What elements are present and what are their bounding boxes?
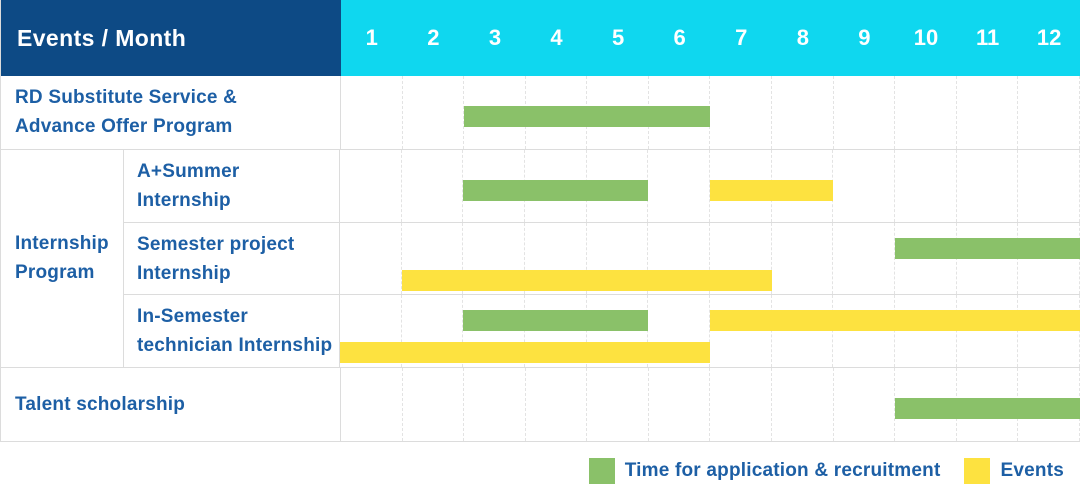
month-grid-column	[402, 222, 464, 295]
month-header-cell: 11	[975, 25, 1000, 50]
month-grid-column	[340, 222, 402, 295]
gantt-bar-event	[340, 342, 710, 364]
month-header-cell: 2	[427, 25, 440, 50]
schedule-table: Events / Month 1 2 3 4 5 6 7 8 9 10 11 12 RD Substi…	[0, 0, 1080, 442]
legend-swatch-application-icon	[588, 458, 615, 484]
month-header-cell: 8	[796, 25, 809, 50]
gantt-bar-application	[463, 179, 649, 201]
header-title-cell: Events / Month	[1, 0, 341, 76]
month-grid-column	[772, 222, 834, 295]
month-grid-column	[463, 222, 526, 295]
month-header-cell: 5	[611, 25, 625, 50]
month-header-cell: 9	[858, 25, 871, 50]
gantt-bar-event	[710, 310, 1080, 332]
month-header-cell: 1	[365, 25, 378, 50]
row-label-in-semester: In-Semester technician Internship	[124, 295, 340, 368]
month-grid-column	[341, 76, 403, 149]
table-row-semester-project: Semester project Internship	[124, 222, 1080, 296]
month-grid-column	[1018, 149, 1080, 222]
chart-cell-semester-project	[340, 222, 1080, 295]
month-grid-column	[402, 295, 464, 368]
month-grid-column	[464, 368, 526, 441]
month-grid-column	[833, 149, 896, 222]
month-grid-column	[710, 368, 773, 441]
table-body: RD Substitute Service & Advance Offer Pr…	[1, 76, 1080, 442]
month-header-cell: 10	[913, 25, 939, 50]
month-grid-column	[957, 149, 1019, 222]
table-row-talent-scholarship: Talent scholarship	[1, 368, 1080, 442]
group-sub-rows: A+Summer Internship Semester project Int…	[124, 149, 1080, 368]
chart-cell-in-semester	[340, 295, 1080, 368]
month-header-cell: 6	[673, 25, 686, 50]
month-grid-column	[957, 76, 1019, 149]
month-grid-column	[834, 76, 896, 149]
table-header-row: Events / Month 1 2 3 4 5 6 7 8 9 10 11 12	[1, 0, 1080, 76]
table-row-in-semester: In-Semester technician Internship	[124, 295, 1080, 368]
month-grid-column	[833, 222, 896, 295]
month-grid-column	[772, 368, 834, 441]
row-label-semester-project: Semester project Internship	[124, 222, 340, 295]
gantt-bar-event	[710, 179, 834, 201]
gantt-bar-application	[464, 106, 711, 127]
month-grid-column	[710, 76, 773, 149]
month-grid-column	[772, 76, 834, 149]
month-grid-column	[895, 149, 957, 222]
chart-cell-talent-scholarship	[341, 368, 1080, 441]
gantt-bar-application	[463, 310, 649, 332]
table-row-a-summer: A+Summer Internship	[124, 149, 1080, 223]
month-grid-column	[341, 368, 403, 441]
group-internship-program: Internship Program A+Summer Internship S…	[1, 149, 1080, 369]
table-row-rd-substitute: RD Substitute Service & Advance Offer Pr…	[1, 76, 1080, 150]
month-grid-column	[403, 76, 465, 149]
month-grid-column	[648, 295, 711, 368]
month-grid-column	[649, 368, 711, 441]
group-label-internship-program: Internship Program	[1, 149, 124, 368]
gantt-bar-application	[895, 398, 1080, 420]
month-grid-column	[402, 149, 464, 222]
month-header-cell: 3	[488, 25, 502, 50]
row-label-a-summer: A+Summer Internship	[124, 149, 340, 222]
legend-label-application: Time for application & recruitment	[624, 460, 941, 481]
gantt-bar-event	[401, 269, 772, 291]
month-header-cell: 12	[1036, 25, 1062, 50]
month-grid-column	[526, 368, 588, 441]
month-grid-column	[587, 368, 649, 441]
month-header-cell: 4	[550, 25, 563, 50]
month-grid-column	[587, 222, 649, 295]
legend-label-events: Events	[1000, 460, 1064, 481]
gantt-bar-application	[895, 237, 1080, 259]
row-label-talent-scholarship: Talent scholarship	[1, 368, 341, 441]
month-grid-column	[403, 368, 465, 441]
month-grid-column	[525, 222, 587, 295]
month-grid-column	[834, 368, 896, 441]
month-grid-column	[340, 149, 402, 222]
month-header-row: 1 2 3 4 5 6 7 8 9 10 11 12	[341, 0, 1080, 76]
month-grid-column	[340, 295, 402, 368]
month-grid-column	[1018, 76, 1080, 149]
month-grid-column	[648, 149, 711, 222]
month-grid-column	[895, 76, 957, 149]
row-label-rd-substitute: RD Substitute Service & Advance Offer Pr…	[1, 76, 341, 149]
chart-cell-a-summer	[340, 149, 1080, 222]
month-grid-column	[648, 222, 711, 295]
chart-cell-rd-substitute	[341, 76, 1080, 149]
month-grid-column	[710, 222, 772, 295]
legend: Time for application & recruitment Event…	[588, 458, 1064, 484]
month-header-cell: 7	[735, 25, 748, 50]
legend-swatch-events-icon	[964, 458, 991, 484]
